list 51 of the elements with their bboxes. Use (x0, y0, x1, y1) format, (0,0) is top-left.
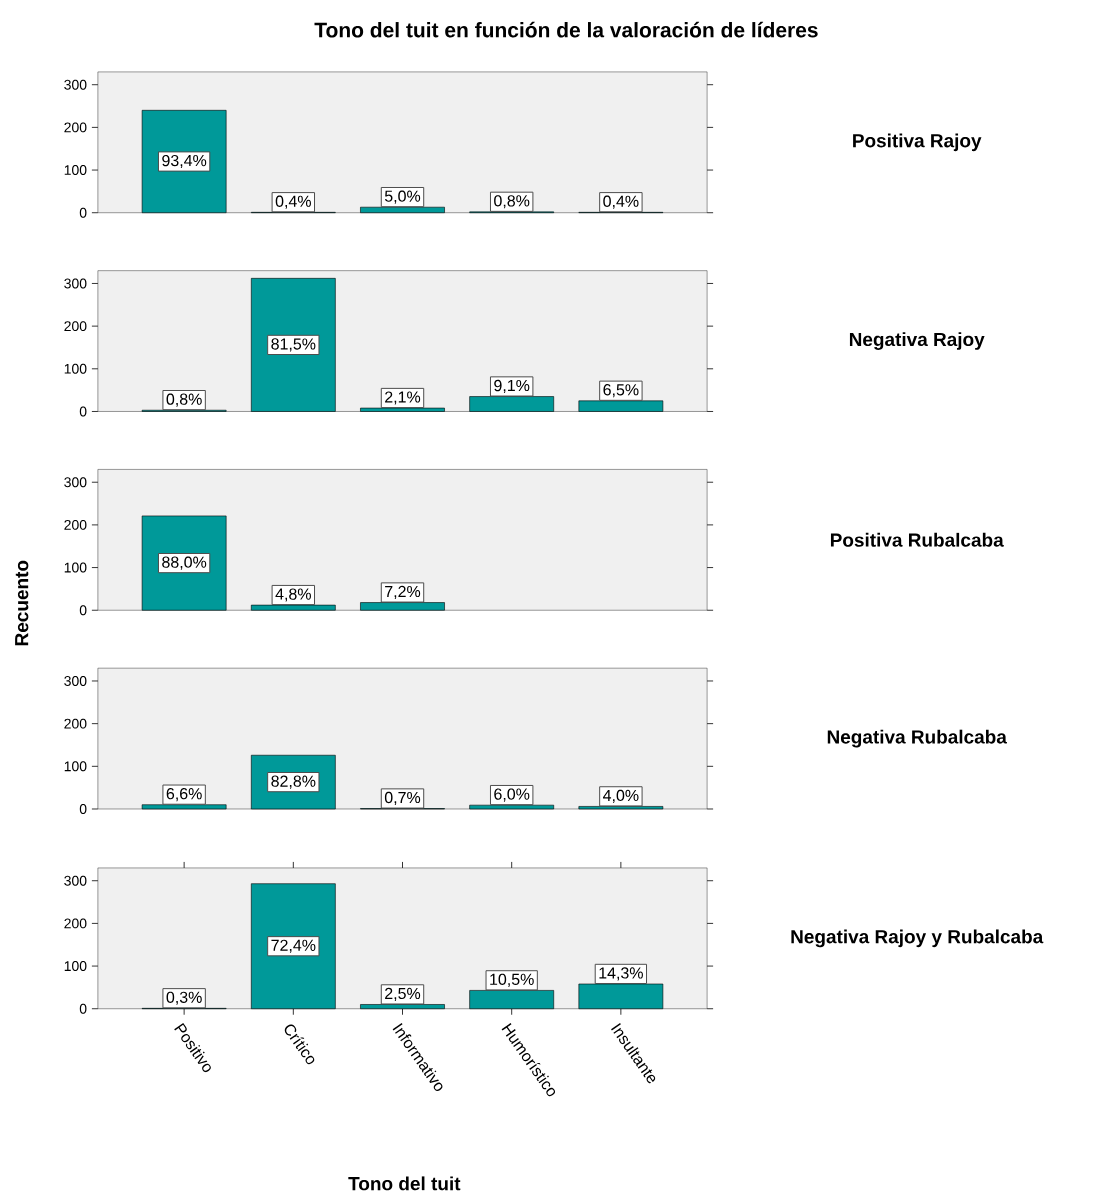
annotation: 0,3% (166, 991, 202, 1005)
y-tick-label: 300 (64, 278, 87, 289)
annotation: 0,7% (385, 791, 421, 806)
annotation: 82,8% (271, 775, 316, 789)
y-tick-label: 100 (64, 961, 87, 972)
y-tick-label: 300 (64, 676, 87, 686)
y-tick-label: 200 (64, 718, 87, 729)
y-tick-label: 0 (79, 804, 87, 814)
y-tick-label: 200 (64, 519, 87, 530)
annotation: 88,0% (162, 556, 207, 570)
annotation: 4,0% (603, 789, 639, 803)
y-tick-label: 200 (64, 321, 87, 332)
y2-axis-title: Positiva Rubalcaba (831, 532, 1004, 547)
y-tick-label: 200 (64, 918, 87, 929)
y-tick-label: 0 (79, 406, 87, 417)
x-axis-title: Tono del tuit (348, 1176, 461, 1191)
annotation: 10,5% (490, 973, 534, 987)
annotation: 2,5% (385, 987, 421, 1001)
y-tick-label: 0 (79, 1003, 87, 1014)
y-tick-label: 300 (64, 79, 87, 90)
y-tick-label: 200 (64, 122, 87, 133)
y2-axis-title: Positiva Rajoy (853, 133, 982, 152)
annotation: 81,5% (271, 338, 316, 352)
annotation: 93,4% (162, 154, 207, 169)
annotation: 0,8% (166, 393, 202, 407)
y2-axis-title: Negativa Rajoy (850, 332, 985, 350)
chart-title: Tono del tuit en función de la valoración de líderes (314, 21, 818, 38)
y-tick-label: 300 (64, 477, 87, 488)
annotation: 9,1% (494, 379, 530, 394)
y-tick-label: 300 (64, 875, 87, 886)
annotation: 14,3% (599, 967, 644, 981)
annotation: 6,6% (166, 788, 202, 802)
annotation: 4,8% (275, 588, 312, 602)
y-axis-title: Recuento (15, 560, 29, 646)
y-tick-label: 0 (79, 207, 87, 218)
y-tick-label: 100 (64, 562, 87, 573)
y2-axis-title: Negativa Rajoy y Rubalcaba (791, 929, 1044, 948)
annotation: 0,4% (603, 195, 639, 209)
annotation: 6,0% (494, 788, 530, 802)
annotation: 2,1% (385, 391, 421, 405)
y-tick-label: 100 (64, 363, 87, 374)
annotation: 5,0% (385, 190, 421, 204)
y-tick-label: 100 (64, 761, 87, 772)
annotation: 7,2% (385, 585, 421, 600)
annotation: 0,4% (275, 195, 312, 209)
y2-axis-title: Negativa Rubalcaba (827, 729, 1008, 748)
y-tick-label: 100 (64, 165, 87, 176)
annotation: 6,5% (603, 384, 639, 398)
y-tick-label: 0 (79, 605, 87, 616)
annotation: 0,8% (494, 195, 530, 209)
annotation: 72,4% (271, 939, 316, 953)
